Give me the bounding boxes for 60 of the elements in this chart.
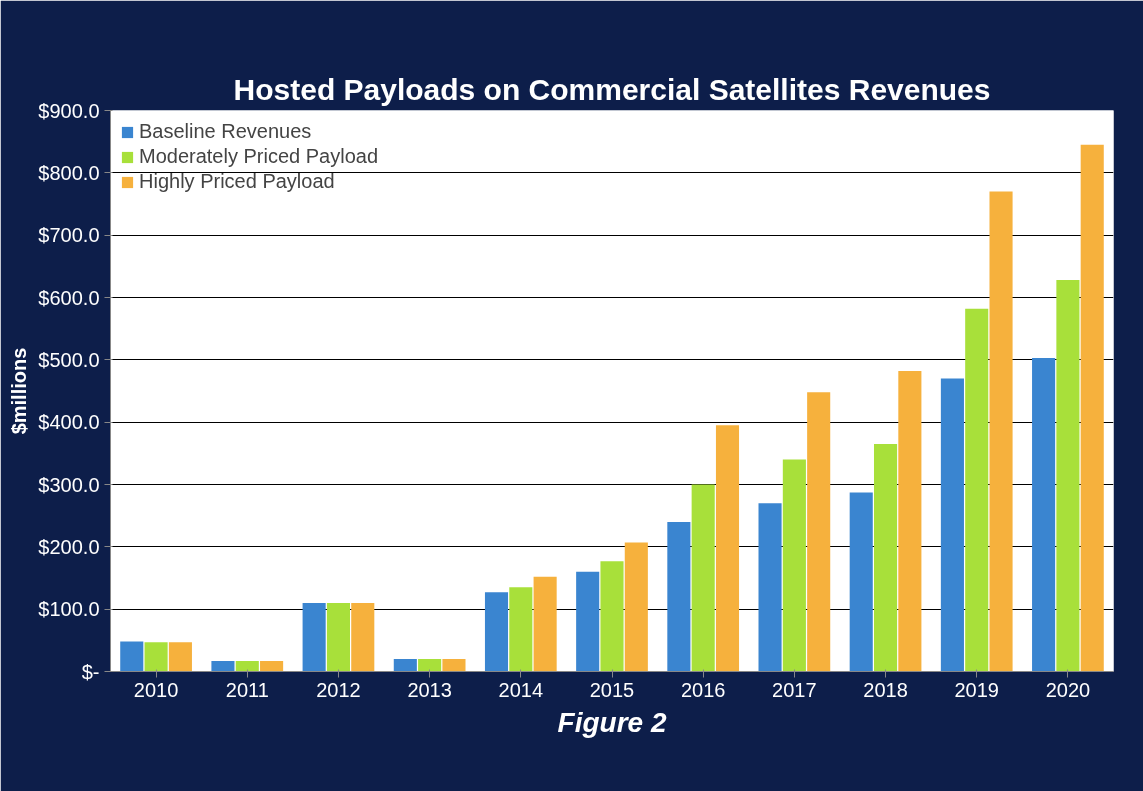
y-tick-label: $400.0 <box>38 411 100 434</box>
bar <box>965 308 989 672</box>
y-tick-label: $100.0 <box>38 598 100 621</box>
x-tick-label: 2010 <box>133 678 179 701</box>
legend-label: Highly Priced Payload <box>139 170 335 193</box>
bar <box>1032 357 1056 672</box>
bar <box>120 641 144 672</box>
bar <box>1056 280 1080 672</box>
bar <box>1080 144 1104 672</box>
x-tick-label: 2018 <box>863 678 908 701</box>
y-tick-label: $600.0 <box>38 286 100 309</box>
bar <box>782 459 806 672</box>
bar <box>807 392 831 672</box>
y-tick-label: $500.0 <box>38 348 100 371</box>
bar <box>235 660 259 672</box>
legend-label: Baseline Revenues <box>139 120 312 143</box>
legend-label: Moderately Priced Payload <box>139 145 379 168</box>
x-tick-label: 2014 <box>498 678 544 701</box>
y-tick-label: $- <box>81 660 100 683</box>
bar <box>533 576 557 672</box>
bar <box>418 659 442 672</box>
y-tick-label: $300.0 <box>38 473 100 496</box>
bar <box>509 587 533 672</box>
y-tick-label: $200.0 <box>38 535 100 558</box>
bar <box>849 492 873 672</box>
bar <box>600 561 624 672</box>
bar <box>442 659 466 672</box>
y-tick-label: $800.0 <box>38 161 100 184</box>
bar <box>989 191 1013 672</box>
caption: Figure 2 <box>557 706 667 738</box>
bar <box>211 660 235 672</box>
y-tick-label: $900.0 <box>38 99 100 122</box>
bar <box>144 642 168 672</box>
bar <box>898 371 922 672</box>
bar <box>260 660 284 672</box>
bar <box>351 602 375 672</box>
y-axis-title: $millions <box>8 347 31 435</box>
x-tick-label: 2011 <box>225 678 269 701</box>
x-tick-label: 2017 <box>772 678 817 701</box>
x-tick-label: 2019 <box>954 678 999 701</box>
chart-title: Hosted Payloads on Commercial Satellites Revenues <box>233 72 991 106</box>
x-tick-label: 2016 <box>680 678 726 701</box>
bar <box>393 659 417 672</box>
bar <box>874 443 898 672</box>
bar <box>667 521 691 672</box>
bar <box>715 425 740 672</box>
bar <box>691 484 715 672</box>
bar <box>484 592 509 672</box>
x-tick-label: 2020 <box>1045 678 1091 701</box>
x-tick-label: 2012 <box>316 678 361 701</box>
bar <box>940 378 964 672</box>
bar <box>758 503 782 672</box>
bar <box>624 542 648 672</box>
x-tick-label: 2013 <box>407 678 452 701</box>
x-tick-label: 2015 <box>589 678 635 701</box>
bar <box>302 602 326 672</box>
bar <box>576 571 600 672</box>
bar <box>168 642 192 672</box>
y-tick-label: $700.0 <box>38 224 100 247</box>
bar <box>326 602 350 672</box>
